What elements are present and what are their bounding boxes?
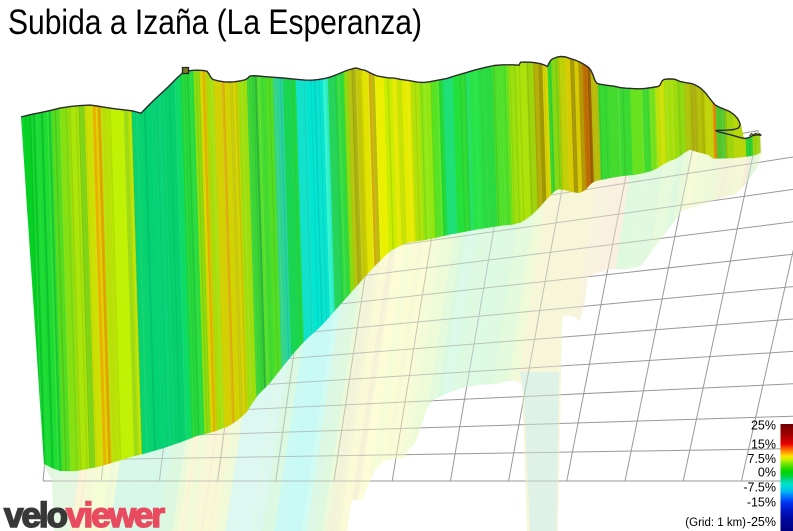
svg-text:25%: 25% bbox=[751, 418, 776, 432]
svg-text:7.5%: 7.5% bbox=[748, 452, 777, 466]
svg-text:(Grid: 1 km): (Grid: 1 km) bbox=[685, 517, 746, 529]
svg-text:-7.5%: -7.5% bbox=[743, 480, 776, 494]
svg-text:15%: 15% bbox=[751, 437, 776, 451]
svg-text:veloviewer: veloviewer bbox=[4, 496, 165, 531]
svg-text:Subida a Izaña (La Esperanza): Subida a Izaña (La Esperanza) bbox=[8, 3, 422, 42]
svg-text:0%: 0% bbox=[758, 465, 776, 479]
svg-text:-25%: -25% bbox=[747, 515, 776, 529]
svg-text:-15%: -15% bbox=[747, 495, 776, 509]
